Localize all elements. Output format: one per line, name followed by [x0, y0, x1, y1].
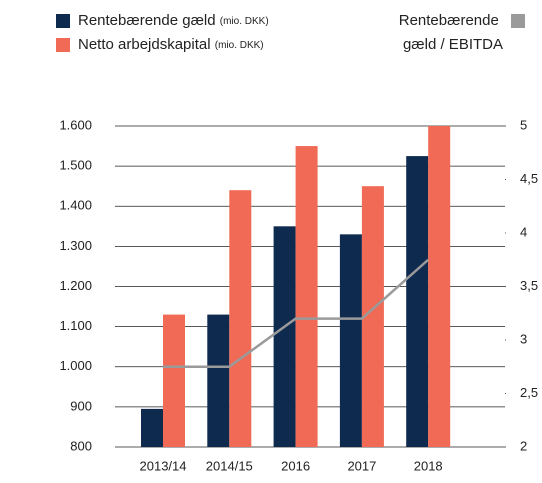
bar [428, 126, 451, 447]
bar [361, 186, 384, 447]
y-tick-label: 1.600 [59, 117, 92, 132]
y2-tick-label: 3 [520, 331, 527, 346]
bar [207, 314, 230, 447]
legend-main: Rentebærende gæld [78, 12, 220, 29]
y-tick-label: 1.500 [59, 158, 92, 173]
legend-unit: (mio. DKK) [215, 40, 264, 51]
bar [163, 314, 185, 447]
legend-label: Netto arbejdskapital (mio. DKK) [78, 36, 264, 53]
legend-swatch [56, 14, 70, 28]
x-tick-label: 2014/15 [206, 458, 253, 473]
bar [141, 408, 163, 447]
legend-unit: (mio. DKK) [220, 16, 269, 27]
y-tick-label: 1.300 [59, 238, 92, 253]
y-tick-label: 800 [70, 438, 92, 453]
legend-line1: Rentebærende [399, 12, 503, 29]
legend-label: Rentebærende gæld (mio. DKK) [78, 12, 269, 29]
bar [295, 146, 318, 447]
legend-label: Rentebærende gæld / EBITDA [399, 12, 503, 53]
y2-tick-label: 4 [520, 224, 527, 239]
x-tick-label: 2013/14 [140, 458, 187, 473]
x-tick-label: 2018 [414, 458, 443, 473]
legend-main: Netto arbejdskapital [78, 36, 215, 53]
y-tick-label: 1.200 [59, 278, 92, 293]
y-tick-label: 1.000 [59, 358, 92, 373]
x-tick-label: 2016 [281, 458, 310, 473]
legend-line2: gæld / EBITDA [403, 36, 503, 53]
legend-swatch [511, 14, 525, 28]
x-tick-label: 2017 [347, 458, 376, 473]
y-tick-label: 1.100 [59, 318, 92, 333]
y-tick-label: 900 [70, 398, 92, 413]
legend-swatch [56, 38, 70, 52]
y2-tick-label: 5 [520, 117, 527, 132]
y2-tick-label: 2 [520, 438, 527, 453]
y-tick-label: 1.400 [59, 198, 92, 213]
y2-tick-label: 3,5 [520, 278, 538, 293]
bar [273, 226, 296, 447]
y2-tick-label: 2,5 [520, 385, 538, 400]
bar [229, 190, 252, 447]
bar [406, 156, 429, 447]
bar [339, 234, 362, 447]
ratio-line [163, 258, 430, 368]
y2-tick-label: 4,5 [520, 171, 538, 186]
